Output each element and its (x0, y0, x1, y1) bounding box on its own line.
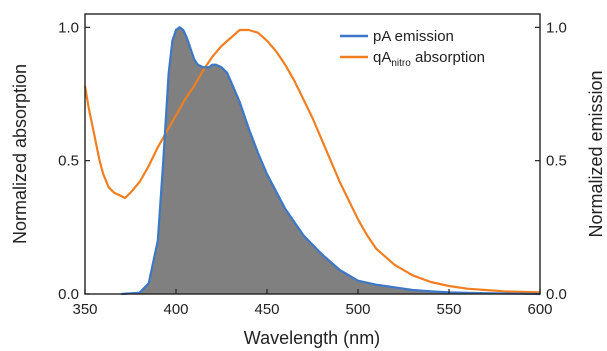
right-y-tick-label: 1.0 (546, 19, 567, 36)
x-tick-label: 550 (436, 301, 461, 318)
x-axis-label: Wavelength (nm) (244, 328, 380, 348)
qA-absorption-line (83, 28, 541, 294)
x-tick-label: 600 (527, 301, 552, 318)
right-axis-label: Normalized emission (586, 70, 606, 237)
legend-label-qA-main: qA (373, 49, 391, 66)
legend: pA emission qAnitro absorption (340, 28, 485, 69)
legend-label-pA: pA emission (373, 28, 454, 45)
legend-label-qA: qAnitro absorption (373, 49, 485, 69)
pA-emission-line (121, 26, 541, 296)
right-y-tick-label: 0.0 (546, 286, 567, 303)
x-tick-label: 500 (345, 301, 370, 318)
plot-frame (84, 13, 541, 295)
legend-label-qA-sub: nitro (391, 58, 411, 69)
legend-label-qA-rest: absorption (411, 49, 485, 66)
x-tick-label: 350 (72, 301, 97, 318)
left-y-tick-label: 0.5 (58, 153, 79, 170)
left-axis-label: Normalized absorption (10, 64, 30, 244)
x-tick-label: 400 (163, 301, 188, 318)
left-y-tick-label: 0.0 (58, 286, 79, 303)
left-y-tick-label: 1.0 (58, 19, 79, 36)
right-y-tick-label: 0.5 (546, 153, 567, 170)
pA-emission-fill (121, 27, 541, 295)
x-tick-label: 450 (254, 301, 279, 318)
